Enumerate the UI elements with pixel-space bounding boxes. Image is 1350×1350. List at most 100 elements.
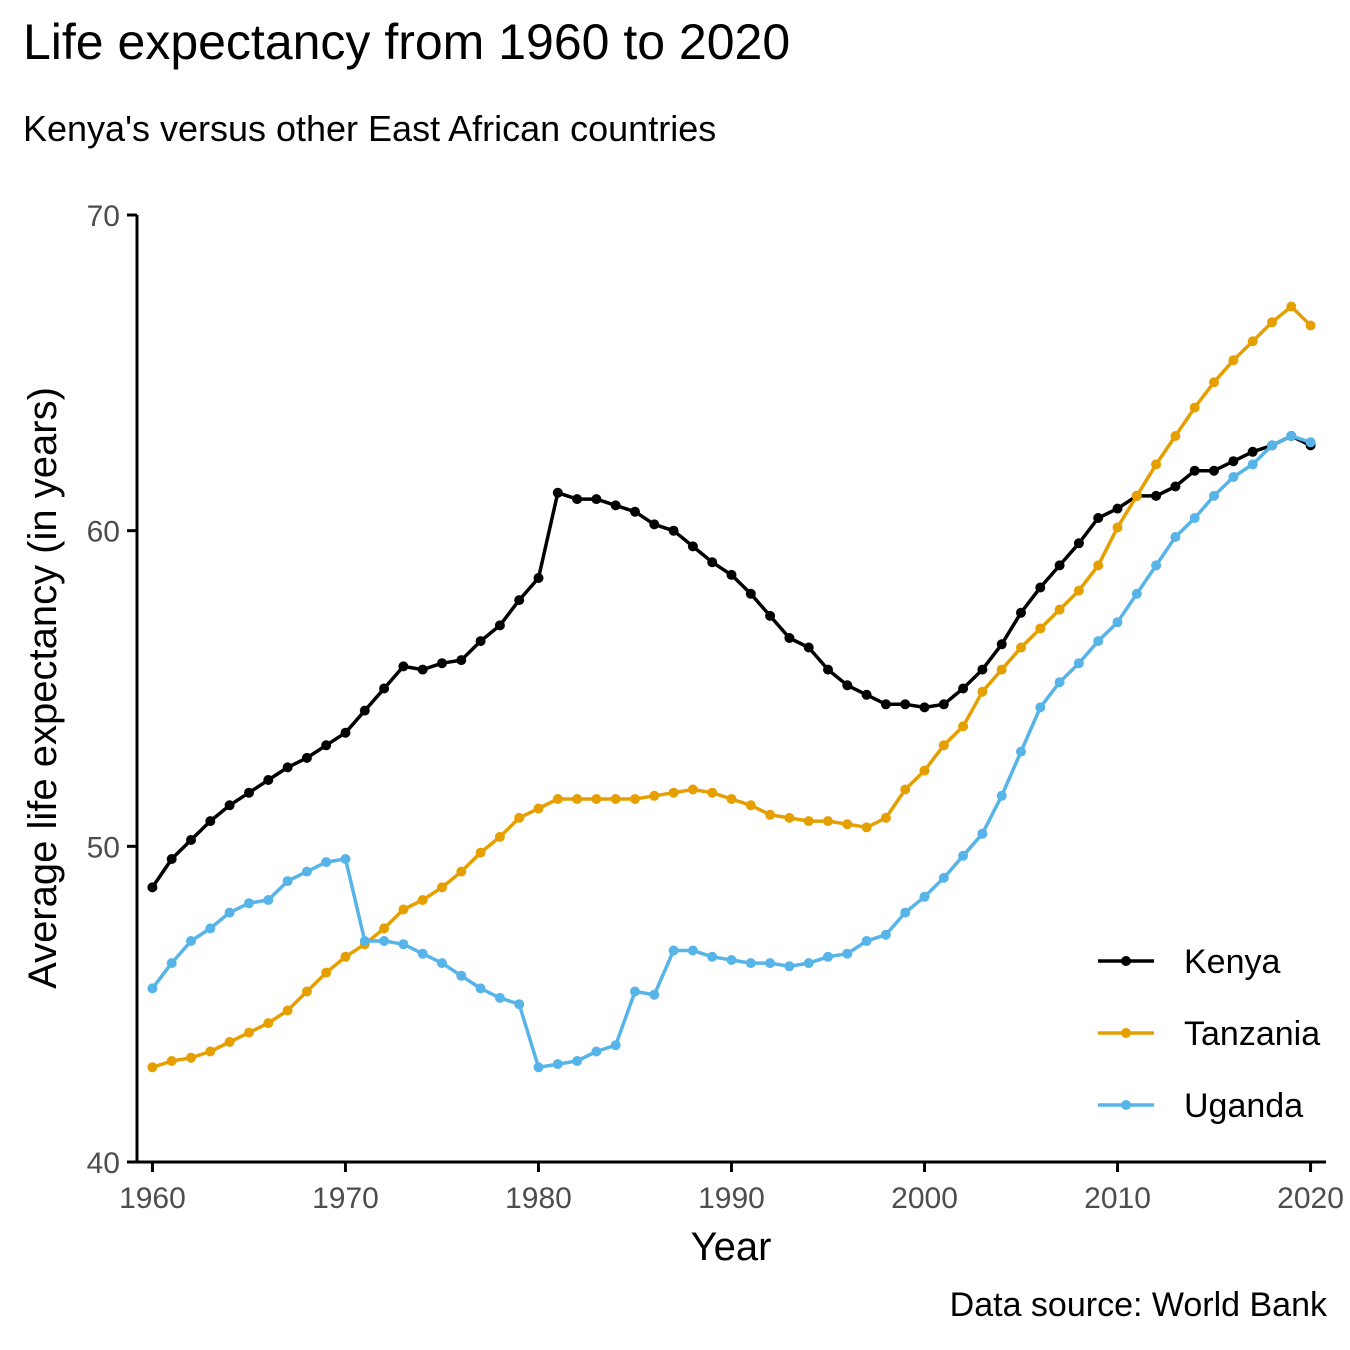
data-point-kenya [938,699,949,710]
data-point-tanzania [224,1037,235,1047]
data-point-kenya [861,689,872,700]
data-point-kenya [630,506,640,517]
data-point-tanzania [803,816,814,827]
data-point-tanzania [842,819,853,830]
data-point-tanzania [456,866,467,877]
data-point-uganda [1170,532,1181,542]
data-point-uganda [301,866,312,877]
data-point-tanzania [572,794,583,804]
data-point-tanzania [610,794,621,804]
legend-label: Uganda [1184,1087,1303,1125]
data-point-uganda [919,891,930,902]
data-point-uganda [1151,560,1162,571]
legend-label: Tanzania [1184,1015,1320,1053]
data-point-uganda [668,945,679,956]
data-point-kenya [321,740,332,751]
data-point-uganda [745,958,756,969]
legend-key-point [1121,956,1131,966]
series-tanzania [147,301,1316,1073]
data-point-uganda [1305,437,1316,448]
data-point-uganda [1267,440,1277,451]
data-point-tanzania [340,951,351,962]
data-point-tanzania [1131,490,1142,501]
data-point-tanzania [263,1018,274,1029]
data-point-kenya [1112,503,1123,514]
data-point-uganda [1073,658,1084,669]
data-point-kenya [147,882,158,893]
data-point-kenya [1189,465,1200,476]
legend-label: Kenya [1184,943,1280,981]
data-point-uganda [379,936,390,946]
axes: 40 50 60 70 1960 1970 1980 1990 2000 2010 2020 [87,200,1344,1215]
data-point-uganda [610,1040,621,1051]
data-point-uganda [1228,472,1239,482]
data-point-tanzania [1267,317,1277,328]
data-point-uganda [475,983,486,994]
data-point-kenya [494,620,505,631]
data-point-uganda [1131,588,1142,599]
data-point-uganda [1247,459,1258,470]
data-point-tanzania [591,794,602,804]
data-point-tanzania [1189,402,1200,413]
data-point-uganda [552,1059,563,1070]
data-point-uganda [147,983,158,994]
x-tick-label: 2000 [891,1182,958,1215]
data-point-kenya [687,541,698,552]
data-point-kenya [823,664,833,675]
data-point-kenya [726,569,737,580]
data-point-uganda [1016,746,1026,757]
data-point-uganda [244,898,254,909]
data-point-uganda [1209,490,1219,501]
data-point-tanzania [630,794,640,804]
chart-title: Life expectancy from 1960 to 2020 [23,14,791,70]
data-point-kenya [1151,490,1162,501]
data-point-tanzania [938,740,949,751]
series-uganda [147,431,1316,1073]
y-tick-label: 70 [87,200,120,233]
data-point-kenya [456,655,467,666]
data-point-uganda [726,955,737,965]
data-point-kenya [1247,446,1258,457]
data-point-kenya [880,699,891,710]
data-point-uganda [958,850,969,861]
data-point-kenya [996,639,1007,650]
data-point-kenya [340,727,351,738]
data-point-tanzania [147,1062,158,1073]
data-point-uganda [630,986,640,997]
data-point-uganda [1093,636,1104,647]
data-point-uganda [359,936,370,946]
data-point-uganda [456,970,467,981]
data-point-tanzania [1035,623,1046,634]
data-point-tanzania [1228,355,1239,366]
data-point-kenya [398,661,409,672]
data-point-kenya [610,500,621,511]
data-point-uganda [1286,431,1297,441]
data-point-tanzania [958,721,969,732]
data-point-uganda [494,992,505,1003]
data-point-uganda [842,948,853,959]
data-point-kenya [166,854,177,864]
chart-subtitle: Kenya's versus other East African countr… [23,108,717,149]
data-point-kenya [784,633,795,643]
data-point-uganda [1189,513,1200,523]
data-point-kenya [1093,513,1104,523]
data-point-tanzania [1170,431,1181,441]
data-point-uganda [938,872,949,883]
data-point-kenya [263,775,274,785]
data-point-tanzania [1073,585,1084,596]
x-tick-label: 1990 [698,1182,765,1215]
data-point-uganda [996,790,1007,801]
data-point-kenya [1035,582,1046,593]
series-line-tanzania [150,304,1313,1070]
series-kenya [147,431,1316,893]
data-point-kenya [1016,607,1026,618]
data-point-tanzania [514,812,525,823]
data-source-caption: Data source: World Bank [949,1286,1327,1324]
data-point-uganda [186,936,196,946]
data-point-tanzania [726,794,737,804]
data-point-kenya [572,494,583,505]
data-point-kenya [514,595,525,606]
data-point-uganda [437,958,447,969]
data-point-tanzania [784,812,795,823]
x-tick-label: 1970 [312,1182,379,1215]
